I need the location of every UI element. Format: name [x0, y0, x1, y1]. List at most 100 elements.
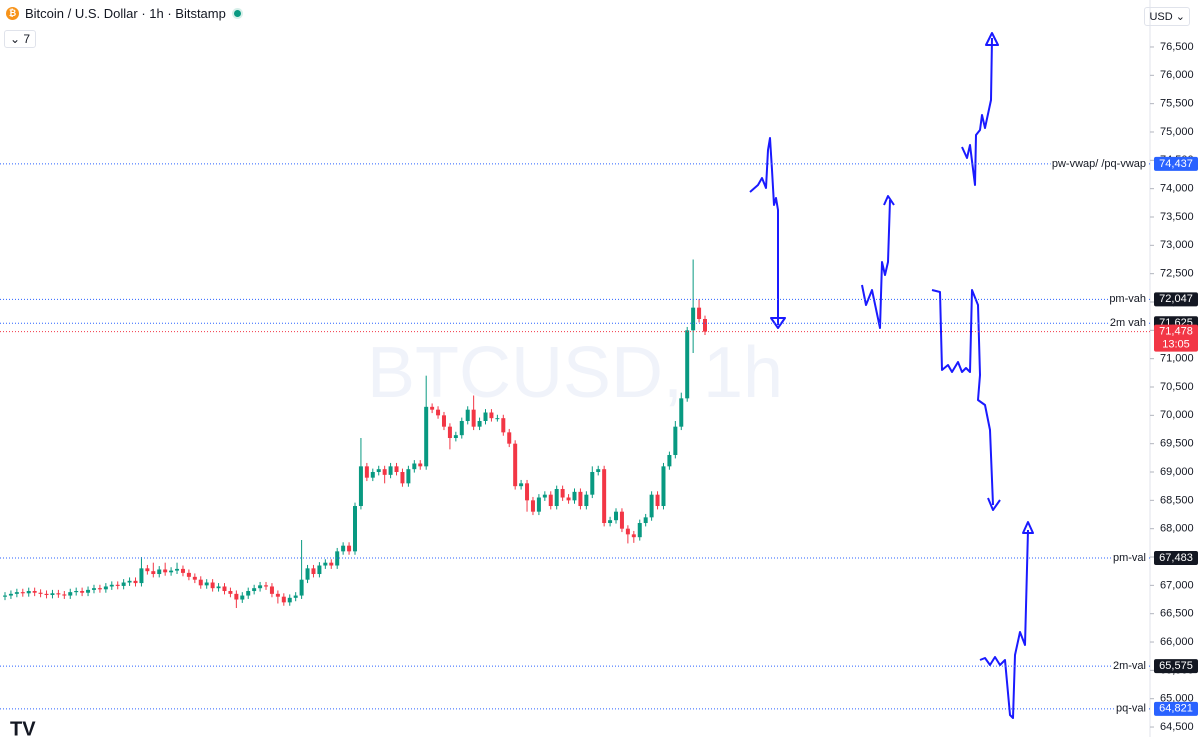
- currency-button[interactable]: USD ⌄: [1144, 7, 1190, 26]
- candle-body: [186, 572, 191, 577]
- candle-body: [115, 584, 120, 586]
- level-value-box: [1154, 701, 1198, 716]
- candle-body: [317, 565, 322, 575]
- candle-body: [97, 588, 102, 590]
- y-tick-label: 68,000: [1160, 523, 1194, 535]
- candle-body: [252, 588, 257, 592]
- candle-body: [198, 579, 203, 586]
- candle-body: [608, 520, 613, 524]
- candle-body: [305, 568, 310, 580]
- drawn-arrow: [931, 289, 1001, 511]
- candle-body: [477, 421, 482, 427]
- candle-body: [703, 318, 707, 332]
- candle-body: [86, 589, 91, 593]
- candle-body: [418, 463, 423, 467]
- candle-body: [329, 562, 334, 566]
- candle-body: [459, 421, 464, 436]
- y-tick-label: 73,000: [1160, 239, 1194, 251]
- candle-body: [614, 511, 619, 521]
- candle-body: [602, 469, 607, 524]
- candle-body: [679, 398, 684, 427]
- candle-body: [50, 593, 55, 595]
- candle-body: [519, 483, 524, 487]
- symbol-header[interactable]: ₿ Bitcoin / U.S. Dollar · 1h · Bitstamp: [6, 6, 243, 21]
- candle-body: [554, 489, 559, 507]
- candle-body: [293, 595, 298, 598]
- candle-body: [311, 568, 316, 575]
- level-value: 65,575: [1159, 660, 1193, 672]
- candle-body: [32, 591, 37, 593]
- level-name: pm-vah: [1109, 293, 1146, 305]
- level-value: 67,483: [1159, 552, 1193, 564]
- coin-icon: ₿: [6, 7, 19, 20]
- level-name: 2m vah: [1110, 317, 1146, 329]
- candle-body: [625, 528, 630, 535]
- candle-body: [667, 455, 672, 467]
- y-tick-label: 68,500: [1160, 494, 1194, 506]
- candle-body: [691, 307, 696, 331]
- candle-body: [388, 466, 393, 475]
- indicator-toggle[interactable]: ⌄ 7: [4, 30, 37, 48]
- logo: TV: [10, 718, 36, 737]
- y-tick-label: 66,000: [1160, 636, 1194, 648]
- candle-body: [3, 595, 7, 597]
- level-name: 2m-val: [1113, 660, 1146, 672]
- candle-body: [471, 409, 476, 427]
- y-tick-label: 75,000: [1160, 126, 1194, 138]
- level-value-box: [1154, 659, 1198, 674]
- candle-body: [151, 571, 156, 575]
- candle-body: [139, 568, 144, 584]
- indicator-count: 7: [23, 32, 31, 46]
- candle-body: [246, 591, 251, 596]
- candle-body: [560, 489, 565, 498]
- candle-body: [584, 494, 589, 507]
- candle-body: [619, 511, 624, 529]
- level-value: 74,437: [1159, 158, 1193, 170]
- candle-body: [269, 586, 274, 594]
- drawn-arrow: [749, 137, 786, 329]
- hand-drawings: [749, 32, 1034, 719]
- countdown: 13:05: [1162, 338, 1190, 350]
- candle-body: [163, 569, 168, 573]
- y-tick-label: 64,500: [1160, 721, 1194, 733]
- drawn-arrow: [961, 32, 999, 186]
- candle-body: [91, 588, 96, 590]
- candle-body: [80, 591, 85, 593]
- candle-body: [44, 593, 49, 595]
- candle-body: [424, 406, 429, 467]
- candle-body: [38, 592, 43, 594]
- y-tick-label: 76,500: [1160, 41, 1194, 53]
- candle-body: [370, 472, 375, 478]
- level-name: pm-val: [1113, 552, 1146, 564]
- candle-body: [14, 592, 19, 594]
- candle-body: [376, 469, 381, 473]
- candle-body: [157, 569, 162, 575]
- candle-body: [436, 409, 441, 416]
- candle-body: [299, 579, 304, 596]
- candle-body: [258, 585, 263, 589]
- candle-body: [234, 593, 239, 600]
- candle-body: [228, 591, 233, 594]
- candle-body: [8, 593, 13, 596]
- y-tick-label: 65,000: [1160, 693, 1194, 705]
- candle-body: [447, 426, 452, 439]
- candle-body: [631, 534, 636, 538]
- candle-body: [548, 494, 553, 507]
- candle-body: [353, 506, 357, 552]
- y-tick-label: 69,500: [1160, 438, 1194, 450]
- last-price-box: [1154, 324, 1198, 352]
- candle-body: [572, 491, 577, 501]
- level-value: 72,047: [1159, 293, 1193, 305]
- candle-body: [649, 494, 654, 518]
- y-tick-label: 67,000: [1160, 579, 1194, 591]
- candle-body: [121, 582, 126, 586]
- candle-body: [590, 472, 595, 495]
- candle-body: [530, 500, 535, 512]
- candle-body: [525, 483, 530, 501]
- y-tick-label: 72,500: [1160, 268, 1194, 280]
- candle-body: [412, 463, 417, 470]
- candle-body: [145, 568, 150, 572]
- candle-body: [513, 443, 518, 487]
